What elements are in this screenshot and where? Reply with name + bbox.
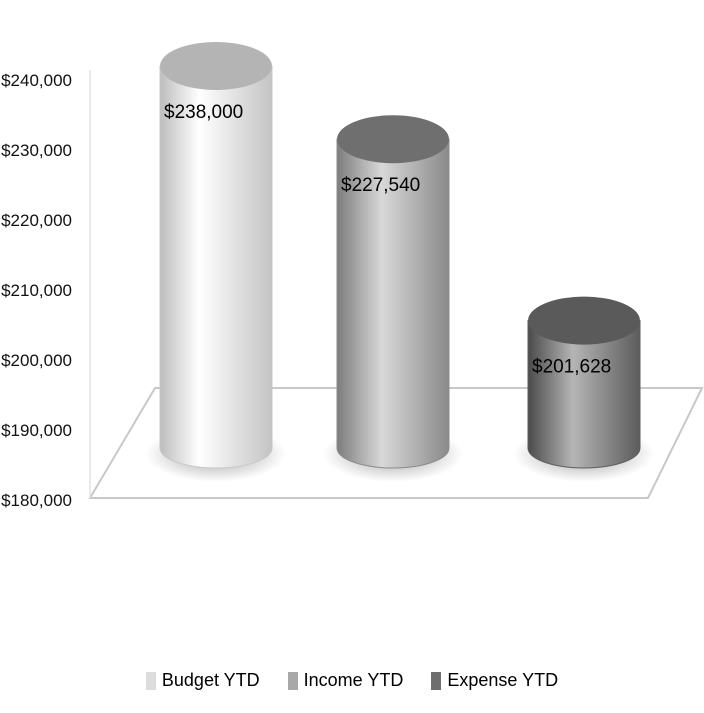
- bar-top: [337, 115, 449, 164]
- y-axis: $180,000 $190,000 $200,000 $210,000 $220,000…: [1, 71, 72, 510]
- bar-body: [159, 65, 273, 469]
- bar-body: [336, 138, 450, 469]
- legend-swatch-budget: [145, 671, 156, 690]
- bar-top: [160, 42, 272, 90]
- data-label: $238,000: [164, 102, 243, 123]
- legend-item-expense: Expense YTD: [431, 670, 558, 691]
- bar-1: $227,540: [323, 115, 463, 482]
- bar-2: $201,628: [514, 296, 654, 482]
- legend-swatch-income: [287, 671, 298, 690]
- y-tick-label: $210,000: [1, 281, 72, 300]
- legend: Budget YTD Income YTD Expense YTD: [0, 670, 704, 691]
- y-tick-label: $190,000: [1, 421, 72, 440]
- y-tick-label: $180,000: [1, 491, 72, 510]
- y-tick-label: $220,000: [1, 211, 72, 230]
- y-tick-label: $200,000: [1, 351, 72, 370]
- legend-label-expense: Expense YTD: [447, 670, 559, 690]
- y-tick-label: $230,000: [1, 141, 72, 160]
- bar-body: [527, 320, 641, 469]
- legend-swatch-expense: [431, 671, 442, 690]
- bar-top: [528, 296, 640, 345]
- legend-item-income: Income YTD: [287, 670, 404, 691]
- data-label: $227,540: [341, 175, 420, 196]
- data-label: $201,628: [532, 357, 611, 378]
- y-tick-label: $240,000: [1, 71, 72, 90]
- legend-item-budget: Budget YTD: [145, 670, 260, 691]
- legend-label-budget: Budget YTD: [161, 670, 260, 690]
- bars: $238,000 $227,540 $201,628: [146, 42, 654, 482]
- bar-0: $238,000: [146, 42, 286, 482]
- legend-label-income: Income YTD: [303, 670, 404, 690]
